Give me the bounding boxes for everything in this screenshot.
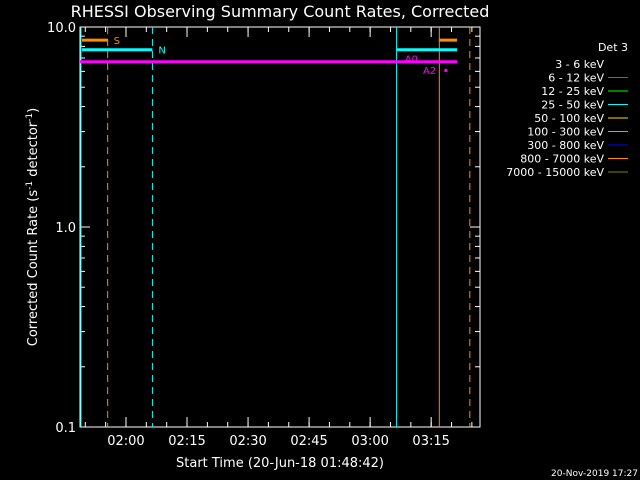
y-axis-label-main: Corrected Count Rate (s xyxy=(26,190,41,347)
y-axis-label-end: ) xyxy=(26,108,41,113)
x-tick-label: 02:30 xyxy=(229,434,266,449)
x-tick-label: 03:00 xyxy=(351,434,388,449)
x-tick-label: 02:15 xyxy=(168,434,205,449)
point-marker xyxy=(444,68,448,72)
y-axis-label-mid: detector xyxy=(26,121,41,181)
chart-title: RHESSI Observing Summary Count Rates, Co… xyxy=(71,2,490,21)
y-axis-label: Corrected Count Rate (s-1 detector-1) xyxy=(25,108,41,346)
legend-entry-label: 6 - 12 keV xyxy=(548,72,604,85)
y-axis-label-sup2: -1 xyxy=(25,113,35,122)
y-tick-label: 10.0 xyxy=(47,21,76,36)
legend-entry-label: 7000 - 15000 keV xyxy=(506,166,604,179)
state-bar-label: N xyxy=(158,46,165,57)
plot-frame xyxy=(79,26,481,428)
state-bar-label: S xyxy=(114,36,120,47)
x-tick-label: 02:45 xyxy=(290,434,327,449)
state-bars: SN xyxy=(82,36,457,57)
x-tick-label: 03:15 xyxy=(412,434,449,449)
x-axis: 02:00 02:15 02:30 02:45 03:00 03:15 xyxy=(84,27,473,449)
legend-entry-label: 800 - 7000 keV xyxy=(520,153,604,166)
annotation-label: A2 xyxy=(423,66,436,77)
legend-title: Det 3 xyxy=(598,41,628,54)
x-tick-label: 02:00 xyxy=(107,434,144,449)
event-lines xyxy=(80,27,471,427)
legend-entry-label: 3 - 6 keV xyxy=(555,58,604,71)
legend-entry-label: 12 - 25 keV xyxy=(541,85,604,98)
y-axis: 10.0 1.0 0.1 xyxy=(47,21,480,436)
x-axis-label: Start Time (20-Jun-18 01:48:42) xyxy=(176,456,384,471)
legend-entry-label: 100 - 300 keV xyxy=(527,126,604,139)
legend-entry-label: 25 - 50 keV xyxy=(541,99,604,112)
y-tick-label: 1.0 xyxy=(55,221,76,236)
annotations: A0 A2 xyxy=(405,55,448,77)
y-tick-label: 0.1 xyxy=(55,421,76,436)
legend-entry-label: 50 - 100 keV xyxy=(534,112,604,125)
footer-timestamp: 20-Nov-2019 17:27 xyxy=(551,469,638,479)
annotation-label: A0 xyxy=(405,55,418,66)
legend-entry-label: 300 - 800 keV xyxy=(527,139,604,152)
y-axis-label-sup1: -1 xyxy=(25,181,35,190)
